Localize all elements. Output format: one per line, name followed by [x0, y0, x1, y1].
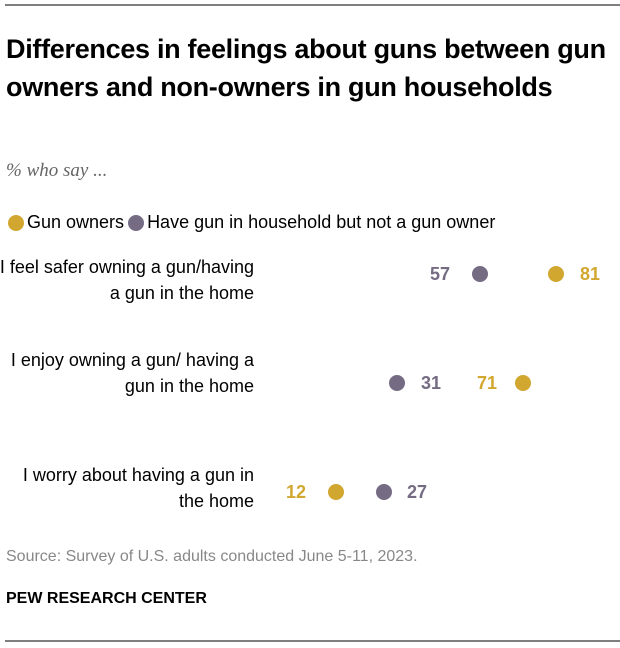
row-label-worry: I worry about having a gun in the home — [22, 465, 254, 511]
data-point-owners — [328, 484, 344, 500]
row-label-enjoy: I enjoy owning a gun/ having a gun in th… — [10, 350, 254, 396]
data-point-nonowners — [472, 266, 488, 282]
row-label-feel-safer: I feel safer owning a gun/having a gun i… — [0, 257, 254, 303]
purple-dot-icon — [128, 214, 145, 231]
brand-logo: PEW RESEARCH CENTER — [6, 590, 207, 607]
chart-subtitle: % who say ... — [6, 160, 108, 181]
legend: Gun owners Have gun in household but not… — [8, 212, 499, 233]
legend-item-gun-owners: Gun owners — [8, 212, 124, 233]
top-rule — [5, 4, 620, 6]
value-nonowners: 27 — [407, 482, 428, 502]
legend-label: Have gun in household but not a gun owne… — [147, 212, 496, 232]
value-owners: 71 — [477, 373, 498, 393]
bottom-rule — [5, 640, 620, 642]
chart-title: Differences in feelings about guns betwe… — [6, 34, 606, 102]
value-owners: 81 — [580, 264, 601, 284]
data-point-owners — [548, 266, 564, 282]
legend-label: Gun owners — [27, 212, 125, 232]
legend-item-non-owners: Have gun in household but not a gun owne… — [128, 212, 495, 233]
value-owners: 12 — [286, 482, 307, 502]
data-point-nonowners — [389, 375, 405, 391]
data-point-owners — [515, 375, 531, 391]
data-point-nonowners — [376, 484, 392, 500]
value-nonowners: 31 — [421, 373, 442, 393]
source-note: Source: Survey of U.S. adults conducted … — [6, 548, 418, 565]
value-nonowners: 57 — [430, 264, 451, 284]
gold-dot-icon — [8, 214, 24, 231]
